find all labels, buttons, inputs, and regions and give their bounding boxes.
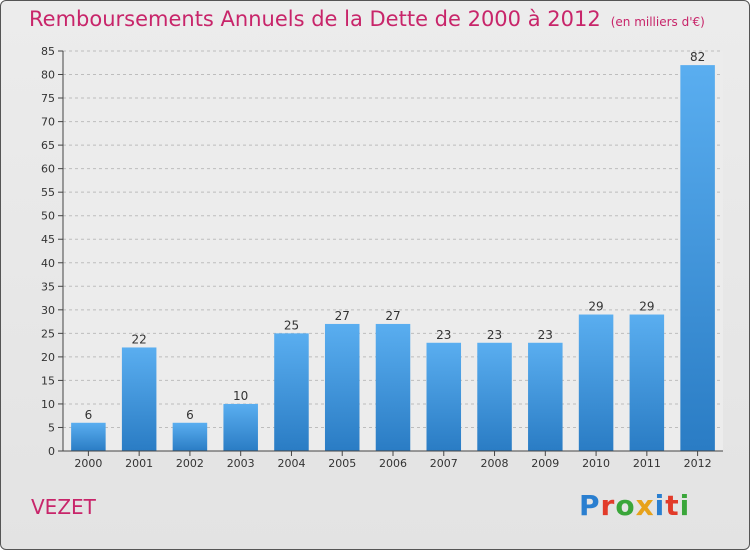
y-tick-label: 85 bbox=[41, 45, 55, 58]
data-label-2003: 10 bbox=[233, 389, 248, 403]
y-tick-label: 80 bbox=[41, 69, 55, 82]
data-label-2005: 27 bbox=[335, 309, 350, 323]
logo-letter: t bbox=[665, 489, 680, 522]
y-tick-label: 30 bbox=[41, 304, 55, 317]
bar-2010 bbox=[578, 314, 614, 451]
bar-2004 bbox=[274, 333, 309, 451]
x-tick-label: 2011 bbox=[633, 457, 661, 470]
x-tick-label: 2008 bbox=[481, 457, 509, 470]
x-tick-label: 2002 bbox=[176, 457, 204, 470]
bar-2009 bbox=[528, 342, 563, 451]
y-axis: 0 5 10 15 20 25 30 35 40 45 50 55 60 65 70 75 80 85 bbox=[41, 45, 63, 458]
data-label-2009: 23 bbox=[538, 328, 553, 342]
x-tick-label: 2009 bbox=[531, 457, 559, 470]
logo-letter: r bbox=[600, 489, 616, 522]
y-tick-label: 35 bbox=[41, 280, 55, 293]
bar-2001 bbox=[121, 347, 157, 451]
bar-2003 bbox=[223, 403, 258, 451]
logo-letter: i bbox=[654, 489, 666, 522]
bar-2000 bbox=[71, 422, 106, 451]
x-tick-label: 2001 bbox=[125, 457, 153, 470]
y-tick-label: 70 bbox=[41, 116, 55, 129]
y-tick-label: 45 bbox=[41, 233, 55, 246]
bar-2006 bbox=[375, 323, 411, 451]
bar-2011 bbox=[629, 314, 665, 451]
data-label-2004: 25 bbox=[284, 318, 299, 332]
commune-name: VEZET bbox=[31, 495, 96, 519]
y-tick-label: 0 bbox=[48, 445, 55, 458]
y-tick-label: 10 bbox=[41, 398, 55, 411]
data-label-2000: 6 bbox=[85, 408, 93, 422]
x-tick-label: 2005 bbox=[328, 457, 356, 470]
logo-letter: o bbox=[615, 489, 636, 522]
bar-2007 bbox=[426, 342, 462, 451]
x-tick-label: 2010 bbox=[582, 457, 610, 470]
data-label-2006: 27 bbox=[385, 309, 400, 323]
y-tick-label: 50 bbox=[41, 210, 55, 223]
y-tick-label: 5 bbox=[48, 421, 55, 434]
bar-2008 bbox=[477, 342, 512, 451]
y-tick-label: 20 bbox=[41, 351, 55, 364]
y-tick-label: 60 bbox=[41, 163, 55, 176]
x-axis: 2000 2001 2002 2003 2004 2005 2006 2007 2008 2009… bbox=[74, 451, 712, 470]
data-label-2010: 29 bbox=[588, 300, 603, 314]
data-label-2001: 22 bbox=[132, 332, 147, 346]
chart-subtitle: (en milliers d'€) bbox=[610, 15, 705, 29]
y-tick-label: 75 bbox=[41, 92, 55, 105]
chart-title: Remboursements Annuels de la Dette de 20… bbox=[29, 7, 705, 31]
bar-2002 bbox=[172, 422, 208, 451]
x-tick-label: 2004 bbox=[277, 457, 305, 470]
logo-letter: P bbox=[579, 489, 601, 522]
data-label-2002: 6 bbox=[186, 408, 194, 422]
data-label-2012: 82 bbox=[690, 50, 705, 64]
logo-letter: x bbox=[635, 489, 655, 522]
x-tick-label: 2000 bbox=[74, 457, 102, 470]
y-tick-label: 55 bbox=[41, 186, 55, 199]
y-tick-label: 65 bbox=[41, 139, 55, 152]
bar-2012 bbox=[680, 65, 715, 451]
x-tick-label: 2007 bbox=[430, 457, 458, 470]
data-label-2007: 23 bbox=[436, 328, 451, 342]
x-tick-label: 2012 bbox=[684, 457, 712, 470]
logo-letter: i bbox=[679, 489, 691, 522]
bar-2005 bbox=[324, 323, 360, 451]
proxiti-logo: Proxiti bbox=[579, 489, 690, 522]
y-tick-label: 15 bbox=[41, 374, 55, 387]
chart-title-text: Remboursements Annuels de la Dette de 20… bbox=[29, 7, 601, 31]
y-tick-label: 40 bbox=[41, 257, 55, 270]
y-tick-label: 25 bbox=[41, 327, 55, 340]
data-label-2008: 23 bbox=[487, 328, 502, 342]
x-tick-label: 2006 bbox=[379, 457, 407, 470]
bars: 6 22 6 10 25 27 27 23 23 23 29 29 82 bbox=[71, 50, 715, 451]
data-label-2011: 29 bbox=[639, 300, 654, 314]
x-tick-label: 2003 bbox=[227, 457, 255, 470]
